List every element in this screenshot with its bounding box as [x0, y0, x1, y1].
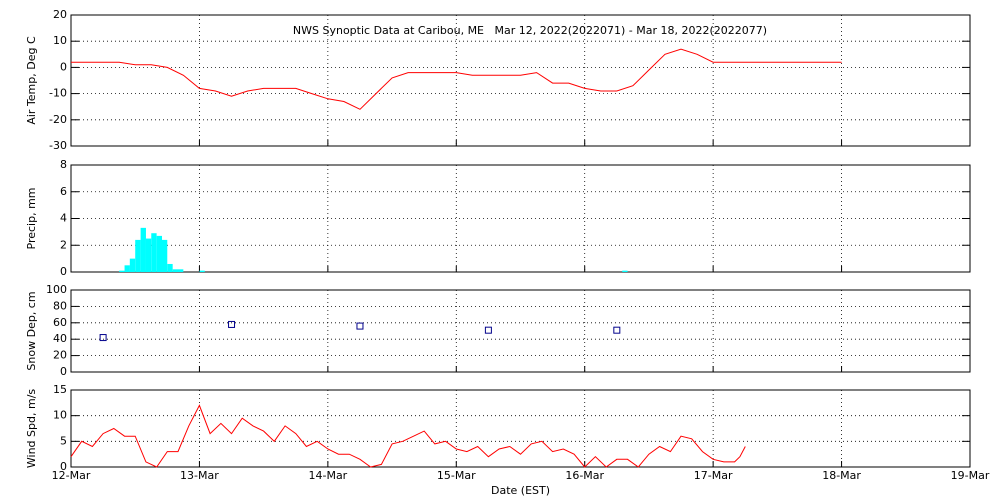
bar: [119, 270, 125, 272]
y-tick-label: 5: [60, 434, 67, 447]
y-tick-label: 10: [53, 409, 67, 422]
x-tick-label: 12-Mar: [52, 469, 91, 482]
y-axis-label: Snow Dep, cm: [25, 291, 38, 370]
y-axis-label: Precip, mm: [25, 188, 38, 250]
bar: [172, 269, 179, 272]
y-tick-label: 15: [53, 383, 67, 396]
x-tick-label: 13-Mar: [180, 469, 219, 482]
bar: [622, 270, 628, 272]
y-tick-label: -10: [49, 87, 67, 100]
chart-title: NWS Synoptic Data at Caribou, ME Mar 12,…: [293, 24, 767, 37]
bar: [135, 239, 141, 272]
y-tick-label: 100: [46, 283, 67, 296]
y-tick-label: 0: [60, 460, 67, 473]
x-tick-label: 16-Mar: [565, 469, 604, 482]
point: [356, 322, 364, 330]
data-line: [71, 48, 842, 110]
y-tick-label: 8: [60, 158, 67, 171]
panel-frame: [70, 14, 971, 147]
panel-frame: [70, 389, 971, 468]
x-tick-label: 15-Mar: [437, 469, 476, 482]
data-line: [70, 404, 746, 468]
bar: [156, 235, 163, 272]
y-tick-label: 2: [60, 238, 67, 251]
y-tick-label: -30: [49, 139, 67, 152]
bar: [124, 265, 130, 272]
y-axis-label: Air Temp, Deg C: [25, 36, 38, 125]
x-tick-label: 18-Mar: [822, 469, 861, 482]
y-tick-label: 20: [53, 8, 67, 21]
bar: [161, 239, 168, 272]
bar: [177, 269, 184, 272]
x-tick-label: 19-Mar: [951, 469, 990, 482]
x-tick-label: 17-Mar: [694, 469, 733, 482]
y-tick-label: -20: [49, 113, 67, 126]
y-tick-label: 10: [53, 34, 67, 47]
x-tick-label: 14-Mar: [308, 469, 347, 482]
point: [99, 334, 107, 342]
point: [613, 326, 621, 334]
x-axis-label: Date (EST): [491, 484, 550, 497]
bar: [199, 270, 205, 272]
y-tick-label: 80: [53, 299, 67, 312]
bar: [140, 227, 146, 272]
bar: [167, 263, 173, 272]
bar: [145, 238, 152, 272]
y-axis-label: Wind Spd, m/s: [25, 389, 38, 469]
bar: [129, 258, 136, 272]
point: [228, 320, 236, 328]
point: [484, 326, 492, 334]
y-tick-label: 60: [53, 316, 67, 329]
panel-frame: [70, 289, 971, 373]
y-tick-label: 0: [60, 365, 67, 378]
bar: [151, 233, 157, 272]
y-tick-label: 0: [60, 60, 67, 73]
y-tick-label: 6: [60, 185, 67, 198]
y-tick-label: 20: [53, 349, 67, 362]
y-tick-label: 4: [60, 212, 67, 225]
y-tick-label: 0: [60, 265, 67, 278]
y-tick-label: 40: [53, 332, 67, 345]
